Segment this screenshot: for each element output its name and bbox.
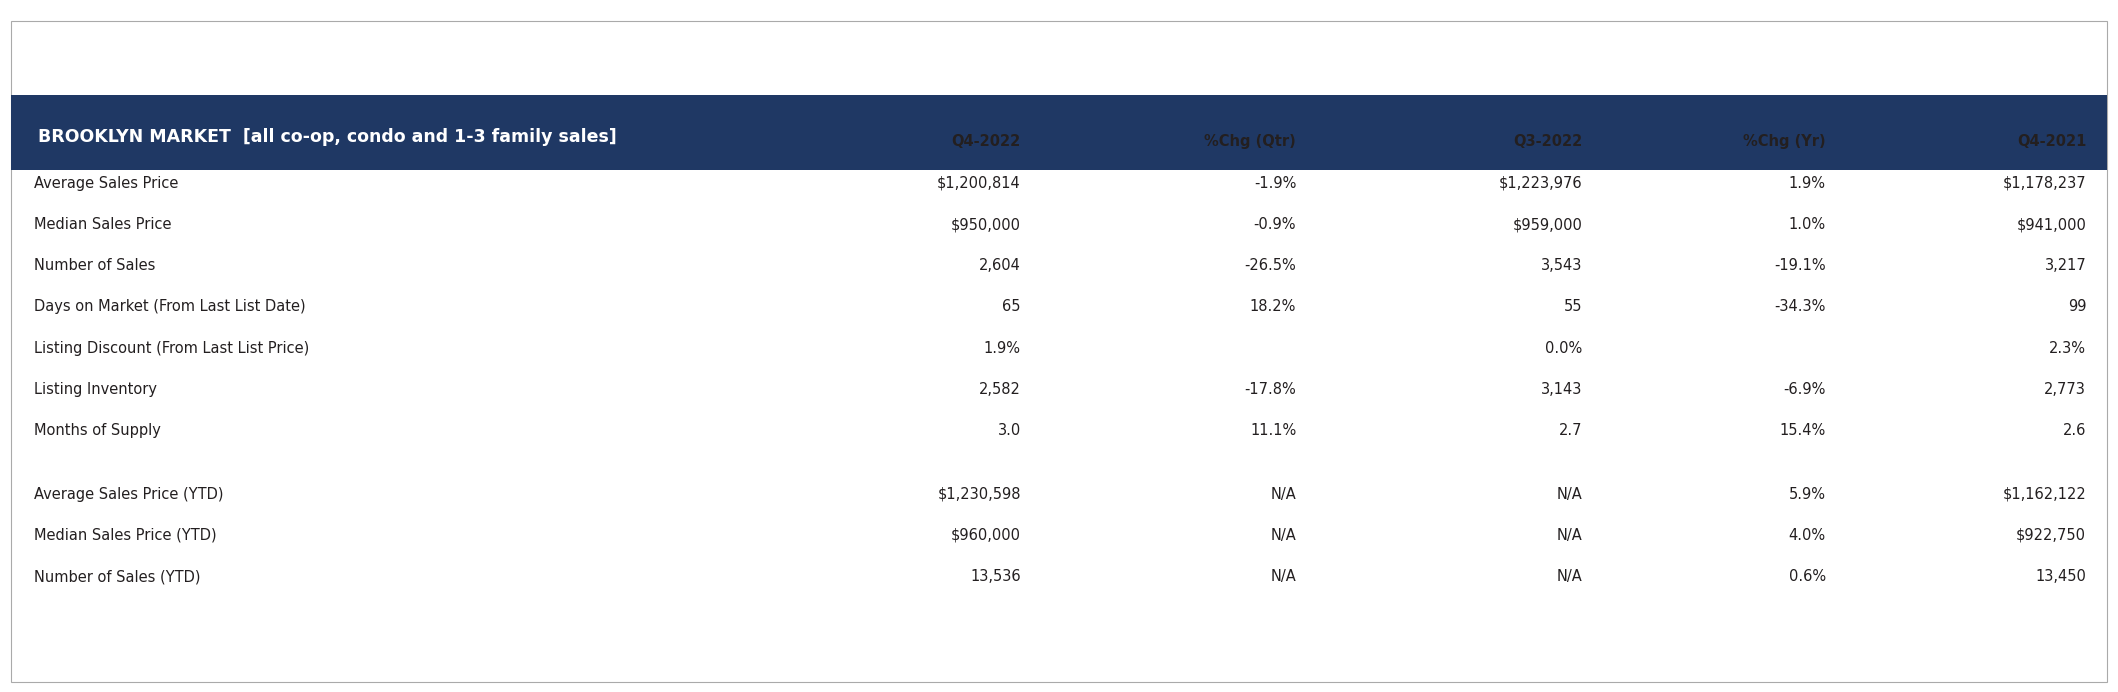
Text: 13,536: 13,536 bbox=[970, 569, 1021, 584]
Text: Months of Supply: Months of Supply bbox=[34, 423, 161, 438]
Text: 2.7: 2.7 bbox=[1559, 423, 1582, 438]
Text: $959,000: $959,000 bbox=[1512, 217, 1582, 232]
Text: -6.9%: -6.9% bbox=[1783, 382, 1826, 397]
Text: Average Sales Price: Average Sales Price bbox=[34, 176, 178, 191]
Text: 55: 55 bbox=[1563, 300, 1582, 314]
Text: 5.9%: 5.9% bbox=[1790, 486, 1826, 502]
Text: 13,450: 13,450 bbox=[2035, 569, 2086, 584]
Text: 2.6: 2.6 bbox=[2063, 423, 2086, 438]
Text: %Chg (Yr): %Chg (Yr) bbox=[1743, 134, 1826, 149]
Text: -0.9%: -0.9% bbox=[1254, 217, 1296, 232]
FancyBboxPatch shape bbox=[11, 95, 2107, 170]
Text: Average Sales Price (YTD): Average Sales Price (YTD) bbox=[34, 486, 222, 502]
Text: 11.1%: 11.1% bbox=[1250, 423, 1296, 438]
Text: Q4-2022: Q4-2022 bbox=[951, 134, 1021, 149]
Text: $1,230,598: $1,230,598 bbox=[938, 486, 1021, 502]
Text: -17.8%: -17.8% bbox=[1245, 382, 1296, 397]
Text: N/A: N/A bbox=[1557, 569, 1582, 584]
Text: N/A: N/A bbox=[1271, 528, 1296, 543]
Text: -34.3%: -34.3% bbox=[1775, 300, 1826, 314]
Text: Median Sales Price: Median Sales Price bbox=[34, 217, 172, 232]
Text: $922,750: $922,750 bbox=[2016, 528, 2086, 543]
Text: %Chg (Qtr): %Chg (Qtr) bbox=[1205, 134, 1296, 149]
Text: -26.5%: -26.5% bbox=[1245, 258, 1296, 273]
Text: 3,543: 3,543 bbox=[1540, 258, 1582, 273]
Text: $1,162,122: $1,162,122 bbox=[2002, 486, 2086, 502]
Text: $1,223,976: $1,223,976 bbox=[1500, 176, 1582, 191]
Text: 2,582: 2,582 bbox=[979, 382, 1021, 397]
Text: -19.1%: -19.1% bbox=[1775, 258, 1826, 273]
Text: 1.9%: 1.9% bbox=[1790, 176, 1826, 191]
Text: $941,000: $941,000 bbox=[2016, 217, 2086, 232]
Text: $950,000: $950,000 bbox=[951, 217, 1021, 232]
Text: Listing Inventory: Listing Inventory bbox=[34, 382, 157, 397]
Text: BROOKLYN MARKET  [all co-op, condo and 1-3 family sales]: BROOKLYN MARKET [all co-op, condo and 1-… bbox=[38, 127, 616, 145]
Text: -1.9%: -1.9% bbox=[1254, 176, 1296, 191]
Text: 65: 65 bbox=[1002, 300, 1021, 314]
Text: $960,000: $960,000 bbox=[951, 528, 1021, 543]
Text: N/A: N/A bbox=[1557, 528, 1582, 543]
Text: 1.0%: 1.0% bbox=[1788, 217, 1826, 232]
Text: N/A: N/A bbox=[1271, 569, 1296, 584]
Text: 3,143: 3,143 bbox=[1540, 382, 1582, 397]
Text: 1.9%: 1.9% bbox=[985, 340, 1021, 356]
Text: 2,773: 2,773 bbox=[2044, 382, 2086, 397]
Text: Listing Discount (From Last List Price): Listing Discount (From Last List Price) bbox=[34, 340, 309, 356]
Text: 3,217: 3,217 bbox=[2044, 258, 2086, 273]
Text: 0.0%: 0.0% bbox=[1544, 340, 1582, 356]
Text: N/A: N/A bbox=[1271, 486, 1296, 502]
Text: Q4-2021: Q4-2021 bbox=[2016, 134, 2086, 149]
Text: 18.2%: 18.2% bbox=[1250, 300, 1296, 314]
Text: 99: 99 bbox=[2067, 300, 2086, 314]
Text: Number of Sales (YTD): Number of Sales (YTD) bbox=[34, 569, 201, 584]
Text: 3.0: 3.0 bbox=[998, 423, 1021, 438]
Text: 0.6%: 0.6% bbox=[1788, 569, 1826, 584]
Text: Q3-2022: Q3-2022 bbox=[1512, 134, 1582, 149]
Text: Median Sales Price (YTD): Median Sales Price (YTD) bbox=[34, 528, 216, 543]
Text: $1,178,237: $1,178,237 bbox=[2004, 176, 2086, 191]
Text: Number of Sales: Number of Sales bbox=[34, 258, 155, 273]
Text: N/A: N/A bbox=[1557, 486, 1582, 502]
Text: Days on Market (From Last List Date): Days on Market (From Last List Date) bbox=[34, 300, 305, 314]
Text: 2.3%: 2.3% bbox=[2050, 340, 2086, 356]
Text: 4.0%: 4.0% bbox=[1788, 528, 1826, 543]
Text: 2,604: 2,604 bbox=[979, 258, 1021, 273]
Text: 15.4%: 15.4% bbox=[1779, 423, 1826, 438]
Text: $1,200,814: $1,200,814 bbox=[936, 176, 1021, 191]
